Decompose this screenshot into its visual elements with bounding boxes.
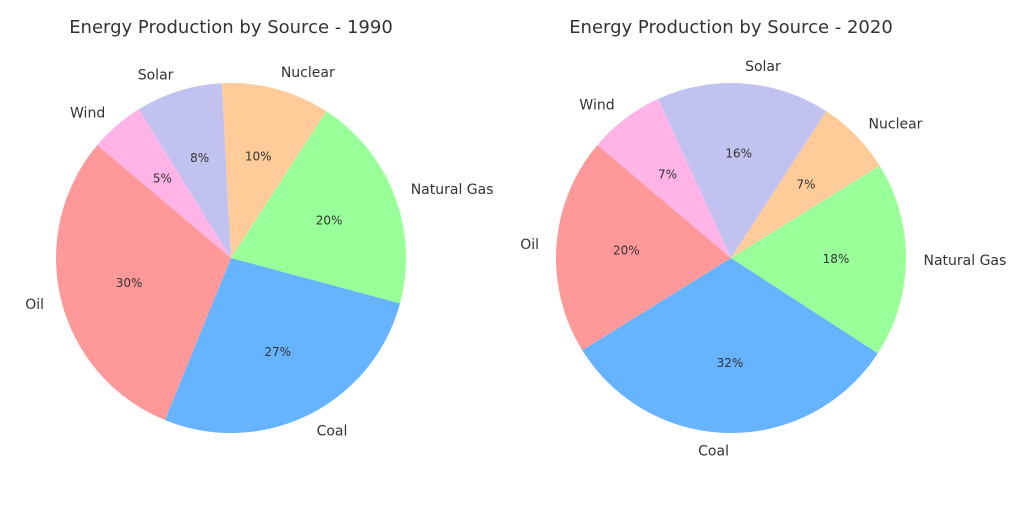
- slice-percent-label: 20%: [613, 243, 640, 257]
- slice-label: Nuclear: [869, 116, 923, 132]
- slice-label: Solar: [138, 67, 174, 83]
- slice-label: Coal: [317, 423, 348, 439]
- pie-slice-natural-gas: [231, 111, 406, 304]
- slice-percent-label: 10%: [245, 150, 272, 164]
- slice-label: Oil: [520, 237, 539, 253]
- slice-label: Nuclear: [281, 65, 335, 81]
- slice-label: Natural Gas: [411, 182, 494, 198]
- pie-slice-solar: [658, 83, 827, 259]
- slice-percent-label: 7%: [796, 178, 815, 192]
- slice-percent-label: 16%: [725, 146, 752, 160]
- slice-label: Coal: [698, 443, 729, 459]
- pie-slice-coal: [164, 258, 401, 433]
- slice-percent-label: 32%: [717, 356, 744, 370]
- slice-percent-label: 5%: [153, 172, 172, 186]
- slice-label: Wind: [579, 98, 614, 114]
- slice-label: Natural Gas: [923, 253, 1006, 269]
- pie-slice-wind: [597, 98, 731, 258]
- slice-label: Wind: [70, 105, 105, 121]
- chart-title: Energy Production by Source - 2020: [569, 17, 893, 38]
- pie-slice-wind: [97, 109, 231, 259]
- pie-chart-1990: Energy Production by Source - 1990 Natur…: [25, 17, 493, 439]
- pie-chart-2020: Energy Production by Source - 2020 Natur…: [520, 17, 1006, 459]
- slice-percent-label: 30%: [116, 276, 143, 290]
- slice-percent-label: 27%: [264, 345, 291, 359]
- pie-slice-oil: [56, 145, 231, 421]
- slice-percent-label: 7%: [658, 167, 677, 181]
- slice-label: Solar: [745, 59, 781, 75]
- slice-label: Oil: [25, 297, 44, 313]
- pie-slice-oil: [556, 145, 731, 351]
- pie-slice-natural-gas: [731, 165, 906, 354]
- slice-percent-label: 8%: [190, 151, 209, 165]
- pie-slice-nuclear: [731, 111, 880, 258]
- slice-percent-label: 18%: [823, 252, 850, 266]
- pie-slice-coal: [582, 258, 878, 433]
- chart-title: Energy Production by Source - 1990: [69, 17, 393, 38]
- slice-percent-label: 20%: [316, 213, 343, 227]
- pie-slice-nuclear: [221, 82, 327, 258]
- pie-slice-solar: [138, 83, 231, 258]
